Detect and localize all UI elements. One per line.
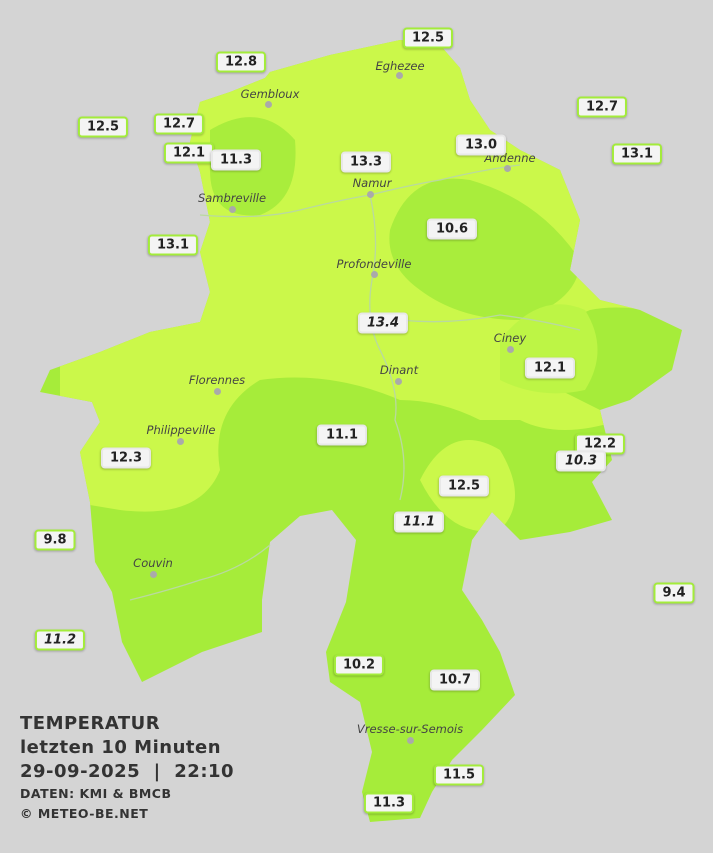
city-dot: [395, 71, 403, 79]
station-value: 12.7: [153, 113, 205, 135]
city-label: Dinant: [379, 363, 419, 377]
city-label: Namur: [352, 176, 392, 190]
city-dot: [503, 164, 511, 172]
city-label: Florennes: [188, 373, 246, 387]
station-value: 12.5: [438, 475, 490, 497]
legend-title: TEMPERATUR: [20, 713, 161, 734]
station-value: 10.7: [429, 669, 481, 691]
city-label: Philippeville: [146, 423, 216, 437]
station-value: 11.2: [34, 629, 86, 651]
station-value: 12.8: [215, 51, 267, 73]
city-label: Profondeville: [336, 257, 412, 271]
city-dot: [228, 205, 236, 213]
station-value: 11.5: [433, 764, 485, 786]
city-label: Eghezee: [375, 59, 425, 73]
station-value: 12.3: [100, 447, 152, 469]
city-label: Sambreville: [197, 191, 267, 205]
station-value: 12.5: [402, 27, 454, 49]
city-label: Couvin: [133, 556, 173, 570]
station-value: 12.5: [77, 116, 129, 138]
city-dot: [264, 100, 272, 108]
city-label: Ciney: [493, 331, 527, 345]
station-value: 10.2: [333, 654, 385, 676]
city-dot: [176, 437, 184, 445]
station-value: 11.3: [363, 792, 415, 814]
city-dot: [213, 387, 221, 395]
station-value: 10.3: [555, 450, 607, 472]
station-value: 13.0: [455, 134, 507, 156]
city-label: Vresse-sur-Semois: [356, 722, 464, 736]
legend-timestamp: 29-09-2025 | 22:10: [20, 761, 235, 782]
city-dot: [370, 270, 378, 278]
station-value: 9.8: [34, 529, 76, 551]
legend-source: DATEN: KMI & BMCB: [20, 786, 172, 801]
station-value: 13.3: [340, 151, 392, 173]
station-value: 12.2: [574, 433, 626, 455]
legend-credit: © METEO-BE.NET: [20, 806, 149, 821]
station-value: 12.1: [524, 357, 576, 379]
legend-subtitle: letzten 10 Minuten: [20, 737, 222, 758]
legend: TEMPERATUR letzten 10 Minuten 29-09-2025…: [20, 712, 234, 824]
station-value: 11.1: [393, 511, 445, 533]
city-dot: [394, 377, 402, 385]
station-value: 12.1: [163, 142, 215, 164]
station-value: 13.4: [357, 312, 409, 334]
city-dot: [406, 736, 414, 744]
station-value: 9.4: [653, 582, 695, 604]
station-value: 11.3: [210, 149, 262, 171]
city-dot: [366, 190, 374, 198]
city-dot: [149, 570, 157, 578]
station-value: 10.6: [426, 218, 478, 240]
station-value: 13.1: [611, 143, 663, 165]
city-label: Gembloux: [240, 87, 300, 101]
station-value: 11.1: [316, 424, 368, 446]
city-dot: [506, 345, 514, 353]
station-value: 12.7: [576, 96, 628, 118]
station-value: 13.1: [147, 234, 199, 256]
